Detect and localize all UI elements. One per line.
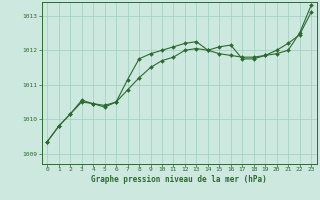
X-axis label: Graphe pression niveau de la mer (hPa): Graphe pression niveau de la mer (hPa) bbox=[91, 175, 267, 184]
